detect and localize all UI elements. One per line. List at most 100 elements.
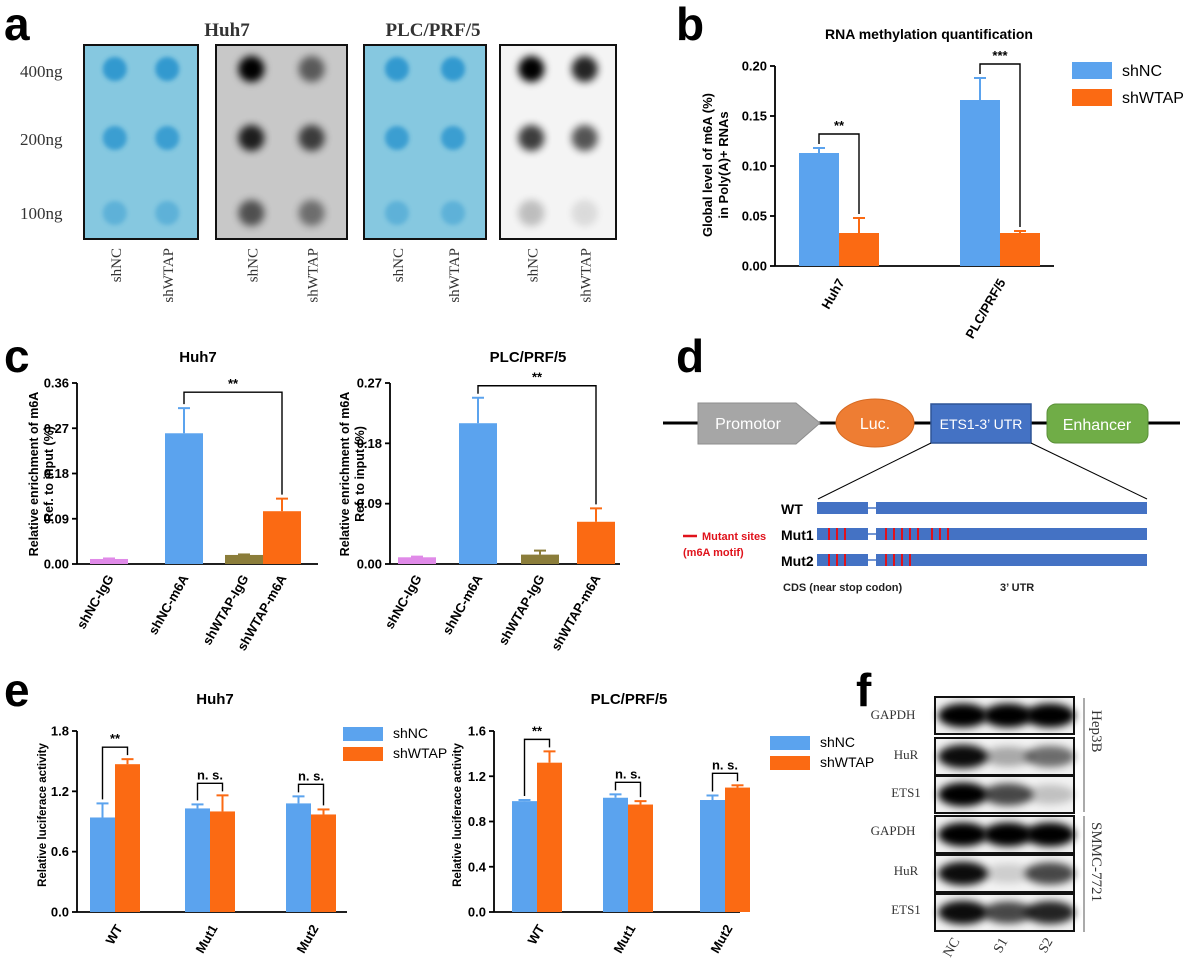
blot-0-dot	[102, 201, 127, 225]
panel-f-western-blot: GAPDH HuR ETS1 GAPDH HuR ETS1 Hep3B SMMC…	[871, 696, 1104, 960]
c2-significance-label: **	[532, 370, 543, 385]
chart-c2-title: PLC/PRF/5	[490, 349, 567, 366]
construct-cds-Mut2	[817, 554, 868, 566]
wb-lane-s2: S2	[1036, 936, 1056, 956]
c2-category-label: shNC-IgG	[382, 572, 425, 631]
c1-category-label: shNC-m6A	[145, 571, 192, 637]
b-significance-label: **	[834, 118, 845, 133]
c1-significance-bracket	[183, 391, 283, 495]
e2-significance-label: n. s.	[615, 766, 641, 781]
panel-a-dot-blot: Huh7 PLC/PRF/5 400ng 200ng 100ng shNC shW…	[20, 20, 617, 303]
chart-b-methylation: RNA methylation quantification Global le…	[700, 26, 1183, 341]
chart-b-ylabel-line1: Global level of m6A (%)	[700, 93, 715, 237]
wb-band	[938, 703, 988, 728]
row-label-200ng: 200ng	[20, 130, 63, 149]
construct-cds-Mut1	[817, 528, 868, 540]
c2-ytick-label: 0.27	[357, 376, 382, 391]
blot-2-lane-label: shNC	[391, 248, 407, 282]
e2-ytick-label: 1.2	[468, 769, 486, 784]
cds-region-label: CDS (near stop codon)	[783, 582, 903, 594]
blot-2-membrane	[363, 44, 487, 240]
zoom-line-left	[817, 442, 932, 500]
blot-3-membrane	[499, 44, 617, 240]
wb-band	[983, 822, 1033, 847]
blot-0-dot	[102, 126, 127, 150]
c2-significance-bracket	[477, 385, 597, 505]
c1-bar-0	[90, 558, 128, 564]
chart-b-title: RNA methylation quantification	[825, 26, 1033, 42]
e1-ytick-label: 1.8	[51, 724, 69, 739]
c2-category-label: shNC-m6A	[439, 571, 486, 637]
b-legend-swatch-shWTAP	[1072, 89, 1112, 106]
e1-significance-bracket	[101, 746, 129, 800]
blot-2-dot	[384, 57, 409, 81]
e1-bar-shWTAP-0	[115, 764, 140, 912]
wb-band	[983, 901, 1033, 924]
chart-e1-ylabel: Relative luciferace activity	[37, 742, 49, 886]
e2-bar-shWTAP-0	[537, 762, 562, 912]
blot-2-dot	[441, 57, 466, 81]
luciferase-shape	[835, 398, 915, 448]
e2-category-label: Mut2	[707, 922, 735, 956]
blot-3-dot	[571, 200, 598, 226]
e1-legend-swatch-shWTAP	[343, 747, 383, 761]
c2-bar-3	[577, 521, 615, 564]
row-label-100ng: 100ng	[20, 204, 63, 223]
panel-label-a: a	[4, 0, 30, 50]
row-label-400ng: 400ng	[20, 62, 63, 81]
chart-e1-title: Huh7	[196, 691, 234, 708]
c1-significance-label: **	[228, 376, 239, 391]
c2-ytick-label: 0.00	[357, 557, 382, 572]
wb-label-hur-1: HuR	[894, 747, 919, 762]
blot-3-lane-label: shNC	[525, 248, 541, 282]
chart-c-plc: PLC/PRF/5 Relative enrichment of m6A Ref…	[338, 349, 620, 653]
wb-band	[1025, 900, 1075, 925]
blot-1-dot	[238, 200, 265, 226]
c2-bar-1	[459, 423, 497, 564]
c2-bar-2	[521, 554, 559, 564]
chart-c2-ylabel-line1: Relative enrichment of m6A	[338, 392, 352, 557]
e1-significance-bracket	[196, 782, 224, 801]
e1-legend-swatch-shNC	[343, 727, 383, 741]
blot-0-dot	[155, 57, 180, 81]
e2-bar-shNC-2	[700, 800, 725, 912]
blot-3-dot	[518, 200, 545, 226]
c2-bar-0	[398, 557, 436, 564]
promotor-label: Promotor	[715, 416, 781, 433]
e2-legend-label-shWTAP: shWTAP	[820, 754, 874, 770]
wb-lane-nc: NC	[941, 936, 964, 960]
panel-label-e: e	[4, 664, 30, 716]
panel-label-f: f	[856, 664, 872, 716]
zoom-line-right	[1030, 442, 1148, 500]
chart-e2-ylabel: Relative luciferace activity	[452, 742, 464, 886]
blot-title-plc: PLC/PRF/5	[386, 20, 481, 41]
c1-ytick-label: 0.36	[44, 376, 69, 391]
panel-label-d: d	[676, 330, 704, 382]
construct-utr-WT	[876, 502, 1147, 514]
ets1-utr-shape	[930, 403, 1032, 444]
e2-significance-bracket	[711, 772, 739, 792]
wb-label-ets1-2: ETS1	[891, 902, 921, 917]
wb-band	[983, 783, 1033, 806]
blot-2-dot	[384, 126, 409, 150]
wb-band	[938, 782, 988, 807]
construct-label-Mut1: Mut1	[781, 527, 814, 543]
wb-band	[983, 864, 1033, 883]
b-ytick-label: 0.00	[742, 259, 767, 274]
b-significance-bracket	[979, 63, 1021, 227]
e2-significance-bracket	[523, 738, 551, 797]
wb-band	[1025, 703, 1075, 728]
e2-ytick-label: 0.0	[468, 905, 486, 920]
blot-1-dot	[298, 200, 325, 226]
e2-bar-shNC-1	[603, 797, 628, 912]
e2-legend-label-shNC: shNC	[820, 734, 855, 750]
blot-1-lane-label: shWTAP	[306, 248, 322, 303]
blot-3-lane-label: shWTAP	[579, 248, 595, 303]
c1-ytick-label: 0.00	[44, 557, 69, 572]
blot-2-dot	[441, 126, 466, 150]
b-legend-label-shNC: shNC	[1122, 63, 1162, 80]
b-bar-shNC-1	[960, 100, 1000, 266]
construct-utr-Mut2	[876, 554, 1147, 566]
wb-band	[983, 746, 1033, 767]
chart-b-ylabel-line2: in Poly(A)+ RNAs	[716, 111, 731, 218]
